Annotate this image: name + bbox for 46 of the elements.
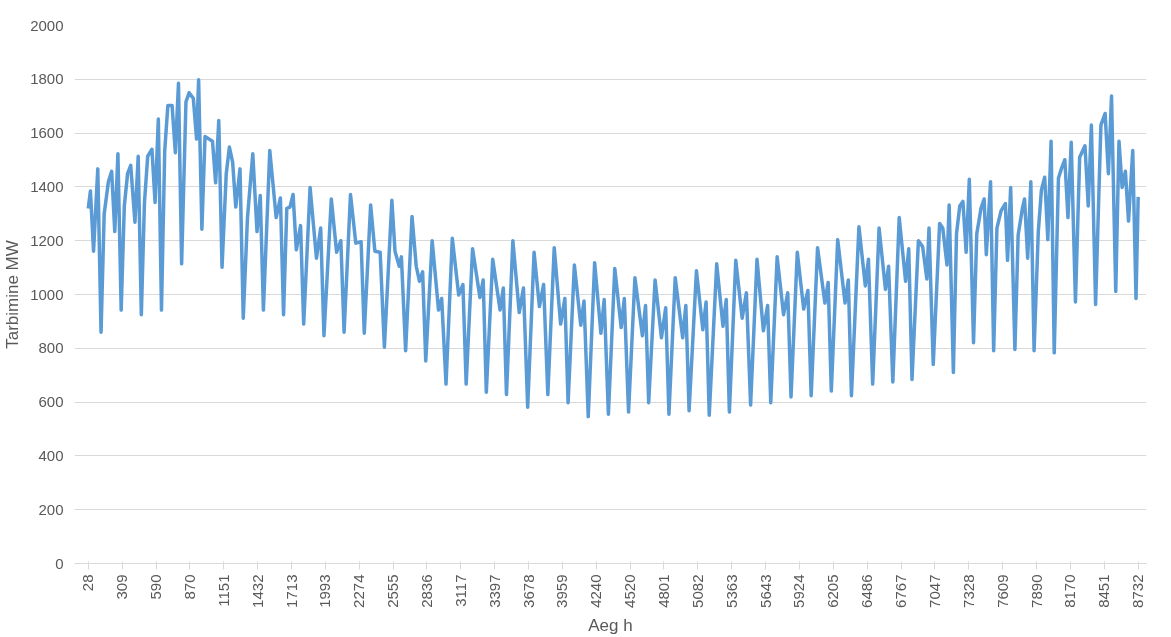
x-tick-label: 3117 — [451, 574, 469, 607]
x-tick-label: 1993 — [316, 574, 334, 608]
x-tick-label: 1713 — [282, 574, 300, 608]
y-tick-label: 1600 — [30, 124, 64, 142]
x-tick-label: 6486 — [858, 574, 876, 608]
x-tick-label: 7609 — [993, 574, 1011, 608]
x-tick-label: 7328 — [959, 574, 977, 608]
x-tick-label: 1432 — [248, 574, 266, 608]
x-tick-label: 8732 — [1129, 574, 1147, 608]
x-tick-label: 870 — [180, 574, 198, 600]
x-tick-label: 4520 — [621, 574, 639, 608]
x-tick-label: 3678 — [519, 574, 537, 608]
x-tick-label: 2836 — [417, 574, 435, 608]
x-tick-label: 7047 — [925, 574, 943, 608]
x-tick-label: 6205 — [824, 574, 842, 608]
y-tick-label: 0 — [55, 554, 64, 572]
x-tick-label: 2274 — [350, 574, 368, 608]
x-tick-label: 2555 — [384, 574, 402, 608]
x-tick-label: 8451 — [1095, 574, 1113, 608]
x-tick-label: 5082 — [688, 574, 706, 608]
y-axis-title: Tarbimine MW — [3, 240, 23, 349]
line-series — [86, 78, 1140, 419]
x-tick-label: 590 — [147, 574, 165, 600]
x-tick-label: 3397 — [485, 574, 503, 608]
x-tick-label: 309 — [113, 574, 131, 600]
x-tick-label: 5363 — [722, 574, 740, 608]
x-tick-label: 8170 — [1061, 574, 1079, 608]
x-tick-label: 4801 — [655, 574, 672, 608]
y-tick-label: 1800 — [30, 70, 64, 88]
x-tick-label: 28 — [79, 574, 97, 592]
y-tick-label: 1400 — [30, 177, 64, 195]
x-tick-label: 4240 — [587, 574, 605, 608]
x-tick-label: 3959 — [553, 574, 571, 608]
y-tick-label: 1200 — [30, 231, 64, 249]
y-tick-label: 200 — [38, 500, 64, 518]
x-tick-label: 7890 — [1027, 574, 1045, 608]
y-tick-label: 400 — [38, 446, 64, 464]
y-tick-label: 2000 — [30, 16, 64, 34]
x-axis-title: Aeg h — [588, 615, 633, 635]
y-tick-label: 1000 — [30, 285, 64, 303]
x-tick-label: 5924 — [790, 574, 808, 608]
x-tick-label: 5643 — [756, 574, 774, 608]
y-tick-label: 600 — [38, 393, 64, 411]
y-tick-label: 800 — [38, 339, 64, 357]
x-tick-label: 1151 — [214, 574, 232, 607]
x-tick-label: 6767 — [892, 574, 910, 608]
